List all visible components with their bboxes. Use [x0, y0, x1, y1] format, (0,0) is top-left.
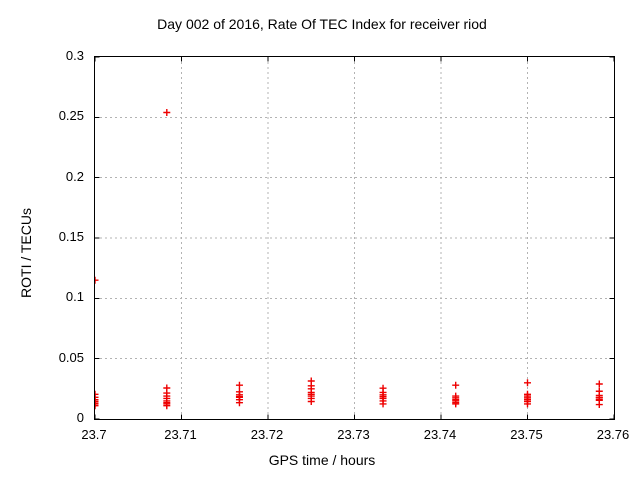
data-point-marker [95, 398, 99, 406]
chart-title: Day 002 of 2016, Rate Of TEC Index for r… [157, 16, 487, 32]
y-tick-label: 0.05 [58, 349, 84, 365]
x-tick-label: 23.71 [164, 427, 197, 442]
y-tick-label: 0.1 [65, 289, 84, 305]
y-tick-label: 0.25 [58, 108, 84, 124]
data-point-marker [452, 381, 460, 389]
data-point-marker [95, 276, 99, 284]
data-point-marker [95, 396, 99, 404]
x-tick-label: 23.73 [337, 427, 370, 442]
data-point-marker [235, 399, 243, 407]
data-point-marker [452, 400, 460, 408]
data-point-marker [163, 109, 171, 117]
data-point-marker [163, 402, 171, 410]
data-point-marker [95, 402, 99, 410]
x-tick-label: 23.74 [423, 427, 457, 442]
y-tick-label: 0.2 [65, 168, 84, 184]
x-tick-label: 23.76 [596, 427, 630, 442]
data-point-marker [595, 401, 603, 409]
series-ROTI [95, 109, 603, 410]
x-tick-labels: 23.7 23.71 23.72 23.73 23.74 23.75 23.76 [81, 427, 629, 445]
data-point-marker [95, 393, 99, 401]
data-point-marker [307, 398, 315, 406]
y-tick-label: 0 [76, 410, 84, 425]
data-point-marker [379, 400, 387, 408]
x-axis-label: GPS time / hours [268, 452, 376, 468]
y-tick-label: 0.3 [65, 48, 84, 63]
data-point-marker [524, 379, 531, 387]
data-point-marker [95, 390, 99, 398]
y-tick-labels: 0 0.05 0.1 0.15 0.2 0.25 0.3 [0, 48, 84, 425]
plot-area [94, 56, 615, 420]
data-point-marker [235, 381, 243, 389]
x-tick-label: 23.75 [510, 427, 543, 442]
scatter-canvas [95, 57, 614, 419]
data-point-marker [95, 400, 99, 408]
x-tick-label: 23.7 [81, 427, 107, 442]
x-tick-label: 23.72 [250, 427, 284, 442]
data-point-marker [595, 380, 603, 388]
y-tick-label: 0.15 [58, 229, 84, 244]
data-point-marker [524, 400, 531, 408]
